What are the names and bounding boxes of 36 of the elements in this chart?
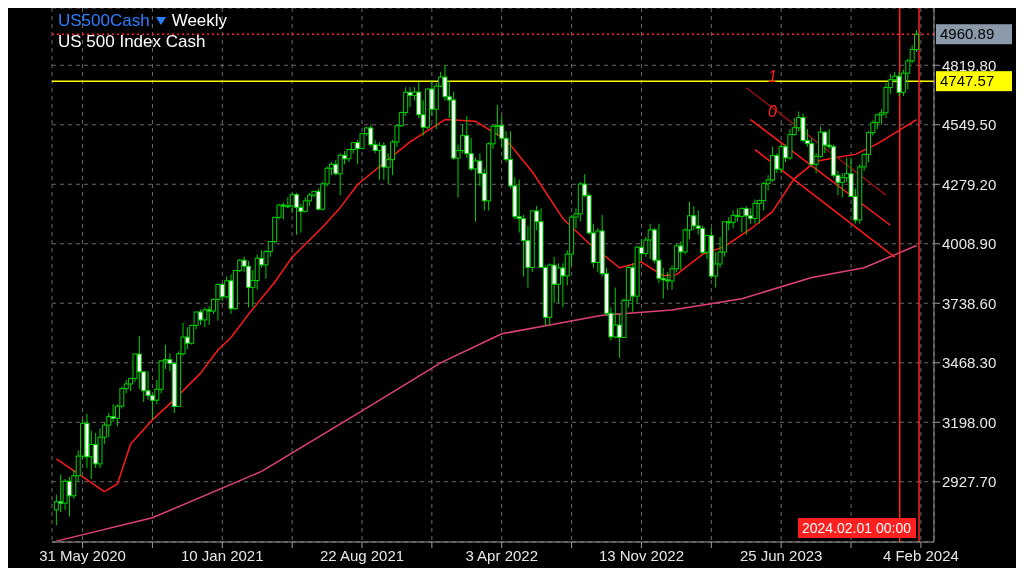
y-tick-label: 4008.90 [942,235,997,253]
candlestick [202,306,208,328]
candlestick [778,143,784,174]
y-tick-label: 3468.30 [942,354,997,372]
annotation: 1 [767,68,777,86]
candlestick [381,141,387,181]
y-tick-label: 3198.00 [942,413,997,431]
candlestick [743,205,749,236]
ref-line-label: 4960.89 [940,25,995,43]
candlestick [184,326,190,350]
annotation: 0 [767,102,777,121]
candlestick [739,206,745,234]
y-tick-label: 4279.20 [942,175,997,193]
candlestick [473,157,479,223]
y-tick-label: 4819.80 [942,56,997,74]
x-tick-label: 22 Aug 2021 [319,546,405,564]
annotation: Weekly [171,10,228,31]
candlestick [800,113,806,143]
x-tick-label: 10 Jan 2021 [181,546,264,564]
candlestick [691,205,697,231]
line-series [55,244,918,542]
y-tick-label: 4549.50 [942,116,997,134]
candlestick [110,403,116,423]
x-tick-label: 4 Feb 2024 [882,546,959,564]
y-tick-label: 3738.60 [942,294,997,312]
candlestick [822,130,828,154]
y-tick-label: 2927.70 [942,473,997,491]
chart-title: US500Cash [58,10,150,31]
x-tick-label: 3 Apr 2022 [465,546,539,564]
x-tick-label: 13 Nov 2022 [598,546,684,564]
ref-line-label: 4747.57 [940,72,995,90]
ref-line-label: 2024.02.01 00:00 [802,520,912,536]
x-tick-label: 25 Jun 2023 [739,546,823,564]
text: US 500 Index Cash [58,31,207,52]
candlestick [58,474,64,513]
x-tick-label: 31 May 2020 [39,546,126,564]
